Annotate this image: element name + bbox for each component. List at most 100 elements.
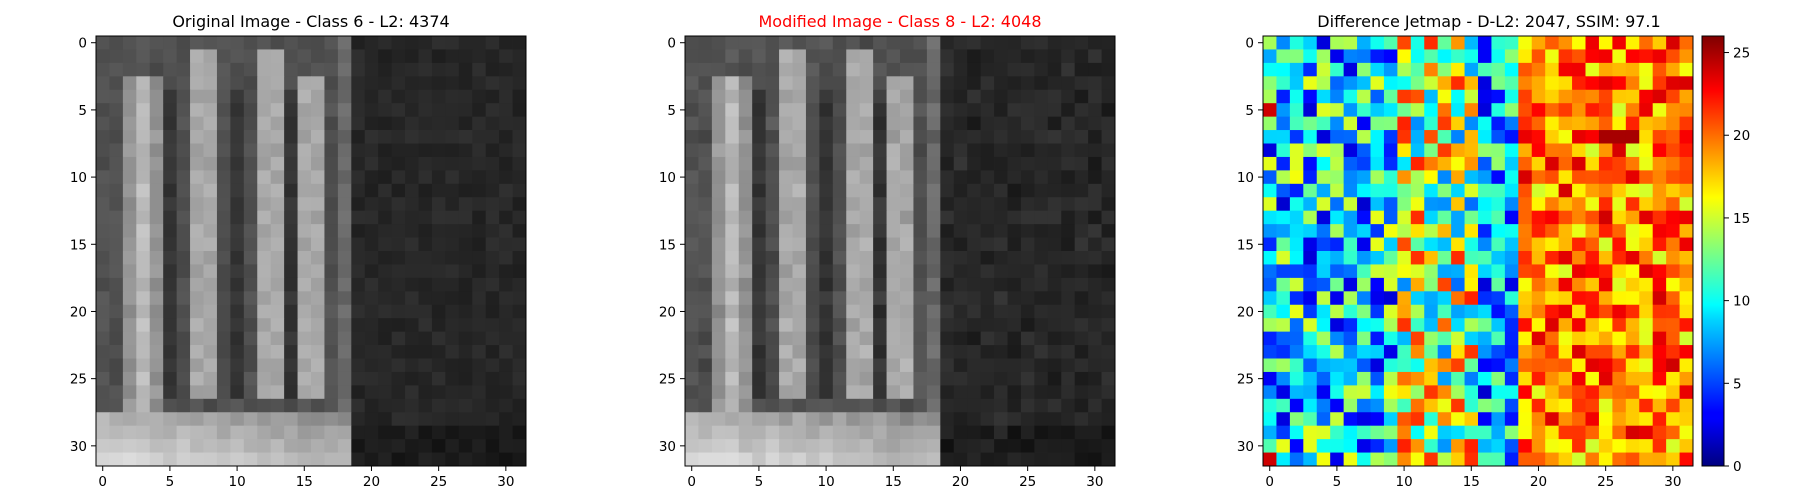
modified-cell — [792, 103, 807, 118]
difference-cell — [1303, 49, 1318, 64]
original-cell — [243, 103, 258, 118]
difference-cell — [1263, 358, 1277, 373]
modified-cell — [967, 143, 982, 158]
difference-cell — [1545, 291, 1560, 306]
original-cell — [351, 358, 366, 373]
modified-cell — [765, 237, 780, 252]
x-tick-label: 0 — [1265, 474, 1274, 490]
difference-cell — [1545, 130, 1560, 144]
difference-cell — [1437, 331, 1452, 346]
difference-cell — [1276, 452, 1291, 467]
original-cell — [485, 264, 500, 279]
difference-cell — [1424, 251, 1439, 265]
modified-cell — [1020, 358, 1035, 373]
difference-cell — [1383, 439, 1398, 453]
difference-cell — [1666, 143, 1680, 158]
original-cell — [109, 291, 124, 306]
original-cell — [351, 89, 366, 104]
difference-cell — [1316, 251, 1331, 265]
modified-cell — [953, 116, 968, 131]
original-cell — [418, 103, 433, 118]
difference-cell — [1289, 170, 1304, 185]
original-cell — [445, 452, 460, 467]
difference-cell — [1652, 36, 1667, 50]
difference-cell — [1451, 277, 1465, 292]
modified-cell — [805, 277, 820, 292]
original-cell — [311, 371, 325, 386]
modified-cell — [967, 277, 982, 292]
modified-cell — [994, 116, 1008, 131]
modified-cell — [1034, 197, 1049, 212]
modified-cell — [1088, 89, 1102, 104]
difference-cell — [1585, 371, 1600, 386]
modified-cell — [1020, 170, 1035, 185]
modified-cell — [832, 291, 847, 306]
modified-cell — [1061, 398, 1076, 413]
original-cell — [203, 116, 218, 131]
difference-cell — [1370, 156, 1385, 171]
original-cell — [243, 264, 258, 279]
difference-cell — [1518, 76, 1533, 91]
modified-cell — [819, 49, 834, 64]
modified-cell — [873, 89, 887, 104]
original-cell — [109, 251, 124, 265]
difference-cell — [1303, 89, 1318, 104]
difference-cell — [1558, 304, 1573, 319]
modified-cell — [1101, 130, 1116, 144]
original-cell — [136, 237, 151, 252]
difference-cell — [1652, 62, 1667, 77]
difference-cell — [1572, 345, 1586, 359]
modified-cell — [1101, 371, 1116, 386]
difference-cell — [1679, 170, 1694, 185]
original-cell — [297, 251, 312, 265]
original-cell — [324, 197, 339, 212]
original-cell — [284, 345, 298, 359]
difference-cell — [1289, 385, 1304, 400]
original-cell — [391, 371, 406, 386]
original-cell — [243, 291, 258, 306]
modified-cell — [873, 331, 887, 346]
modified-cell — [900, 197, 914, 212]
difference-cell — [1531, 76, 1546, 91]
modified-cell — [792, 425, 807, 440]
modified-cell — [886, 398, 901, 413]
difference-cell — [1303, 103, 1318, 118]
original-cell — [257, 304, 272, 319]
modified-cell — [886, 224, 901, 238]
original-cell — [391, 36, 406, 50]
difference-cell — [1357, 89, 1371, 104]
original-cell — [149, 291, 164, 306]
difference-cell — [1652, 264, 1667, 279]
difference-cell — [1397, 304, 1412, 319]
difference-cell — [1545, 170, 1560, 185]
modified-cell — [765, 143, 780, 158]
modified-cell — [805, 425, 820, 440]
original-cell — [243, 331, 258, 346]
original-cell — [109, 331, 124, 346]
original-cell — [136, 76, 151, 91]
difference-cell — [1598, 170, 1613, 185]
difference-cell — [1357, 143, 1371, 158]
difference-cell — [1263, 371, 1277, 386]
difference-cell — [1478, 237, 1492, 252]
original-cell — [270, 345, 285, 359]
modified-cell — [752, 183, 767, 198]
original-cell — [445, 385, 460, 400]
modified-cell — [913, 371, 928, 386]
difference-cell — [1679, 452, 1694, 467]
difference-cell — [1276, 62, 1291, 77]
difference-cell — [1652, 318, 1667, 333]
original-cell — [257, 358, 272, 373]
x-tick-label: 25 — [1019, 474, 1036, 490]
difference-cell — [1424, 76, 1439, 91]
difference-cell — [1518, 143, 1533, 158]
difference-cell — [1383, 345, 1398, 359]
difference-cell — [1437, 224, 1452, 238]
difference-cell — [1625, 116, 1640, 131]
modified-cell — [779, 62, 793, 77]
modified-cell — [859, 331, 874, 346]
difference-cell — [1558, 210, 1573, 225]
difference-cell — [1303, 425, 1318, 440]
difference-cell — [1410, 116, 1425, 131]
